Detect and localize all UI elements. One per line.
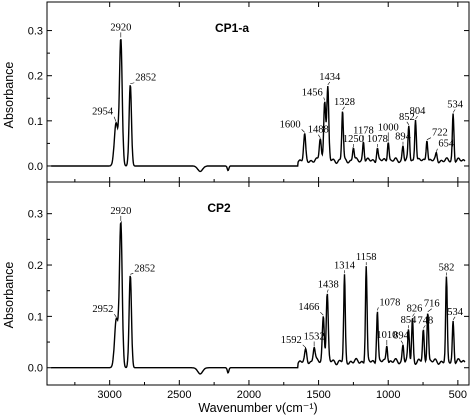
- peak-leader: [301, 129, 305, 133]
- peak-label: 804: [410, 106, 427, 117]
- spectrum-line: [51, 220, 466, 375]
- peak-label: 1328: [334, 97, 355, 108]
- panel-title: CP2: [207, 201, 231, 215]
- peak-label: 852: [399, 112, 415, 123]
- peak-leader: [114, 314, 117, 318]
- peak-label: 1010: [376, 330, 397, 341]
- peak-leader: [452, 316, 456, 321]
- peak-leader: [427, 308, 432, 312]
- y-tick-label: 0.3: [28, 209, 43, 221]
- y-tick-label: 0.1: [28, 311, 43, 323]
- peak-label: 1592: [281, 335, 302, 346]
- y-axis-title-top: Absorbance: [2, 62, 16, 129]
- peak-leader: [452, 109, 456, 113]
- peak-leader: [426, 137, 432, 140]
- peak-label: 1600: [280, 119, 301, 130]
- peak-label: 1438: [318, 280, 339, 291]
- y-tick-label: 0.0: [28, 161, 43, 173]
- peak-label: 722: [432, 128, 448, 139]
- x-axis-title: Wavenumber ν(cm⁻¹): [198, 401, 317, 415]
- peak-leader: [326, 289, 329, 293]
- peak-leader: [400, 340, 404, 344]
- y-axis-title-bottom: Absorbance: [2, 262, 16, 329]
- peak-label: 1314: [334, 260, 356, 271]
- peak-label: 2920: [110, 206, 131, 217]
- peak-leader: [342, 106, 345, 110]
- x-tick-label: 1000: [376, 389, 400, 401]
- peak-label: 1532: [304, 332, 325, 343]
- plot-frame: [46, 181, 470, 386]
- peak-label: 2952: [92, 304, 113, 315]
- peak-label: 1078: [379, 297, 400, 308]
- y-tick-label: 0.2: [28, 260, 43, 272]
- peak-label: 582: [439, 262, 455, 273]
- panel-cp2: 0.0 0.1 0.2 0.3 CP2 2952 2920 2852 1592 1532 1466 1…: [28, 181, 470, 386]
- peak-leader: [318, 134, 321, 138]
- peak-leader: [113, 116, 117, 122]
- peak-label: 1250: [343, 134, 364, 145]
- peak-label: 534: [447, 99, 464, 110]
- peak-leader: [323, 97, 325, 101]
- peak-label: 826: [407, 304, 423, 315]
- x-tick-label: 2000: [237, 389, 261, 401]
- peak-label: 748: [417, 315, 433, 326]
- panel-title: CP1-a: [215, 21, 249, 35]
- peak-leader: [412, 313, 415, 317]
- peak-label: 854: [401, 315, 418, 326]
- peak-label: 2920: [110, 22, 131, 33]
- peak-label: 1456: [302, 87, 323, 98]
- peak-label: 894: [395, 132, 412, 143]
- peak-label: 2852: [134, 263, 155, 274]
- peak-leader: [436, 148, 438, 152]
- peak-label: 1158: [356, 252, 377, 263]
- x-tick-label: 500: [449, 389, 467, 401]
- peak-label: 1078: [367, 134, 388, 145]
- x-axis: 3000 2500 2000 1500 1000 500: [97, 389, 467, 401]
- peak-leader: [415, 115, 418, 120]
- peak-label: 894: [393, 331, 410, 342]
- panel-cp1a: 0.0 0.1 0.2 0.3 CP1-a 2954 2920 2852 1600 1488 145…: [28, 1, 470, 183]
- peak-label: 2954: [92, 107, 114, 118]
- x-tick-label: 2500: [167, 389, 191, 401]
- y-tick-label: 0.3: [28, 26, 43, 38]
- peak-leader: [130, 273, 134, 275]
- x-tick-label: 1500: [306, 389, 330, 401]
- y-tick-label: 0.2: [28, 71, 43, 83]
- spectrum-line: [51, 38, 466, 173]
- peak-leader: [327, 81, 331, 86]
- peak-label: 716: [424, 299, 440, 310]
- peak-leader: [302, 344, 306, 348]
- peak-label: 1000: [378, 122, 399, 133]
- x-tick-label: 3000: [97, 389, 121, 401]
- peak-leader: [320, 311, 324, 316]
- peak-label: 654: [438, 139, 455, 150]
- peak-label: 1178: [353, 126, 374, 137]
- peak-leader: [423, 325, 426, 329]
- peak-leader: [377, 307, 379, 311]
- peak-label: 1488: [308, 125, 329, 136]
- y-tick-label: 0.0: [28, 363, 43, 375]
- peak-label: 1466: [298, 302, 319, 313]
- peak-leader: [406, 121, 410, 125]
- peak-label: 534: [447, 307, 464, 318]
- peak-label: 2852: [135, 73, 156, 84]
- peak-label: 1434: [319, 72, 341, 83]
- peak-leader: [130, 82, 135, 85]
- y-tick-label: 0.1: [28, 116, 43, 128]
